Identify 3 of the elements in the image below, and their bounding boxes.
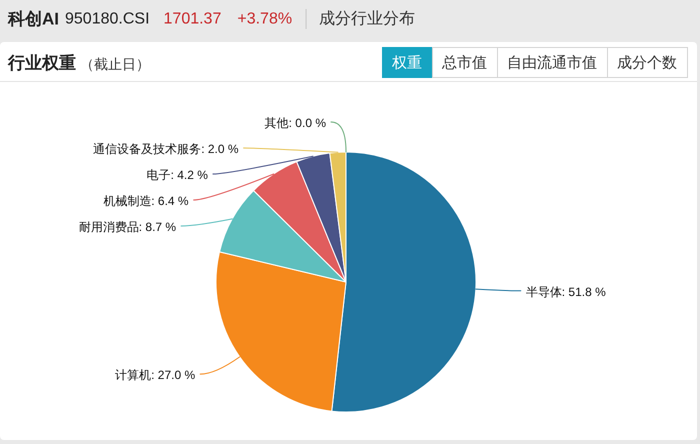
tab: 总市值	[432, 47, 498, 78]
tab: 自由流通市值	[497, 47, 608, 78]
tab: 成分个数	[607, 47, 688, 78]
